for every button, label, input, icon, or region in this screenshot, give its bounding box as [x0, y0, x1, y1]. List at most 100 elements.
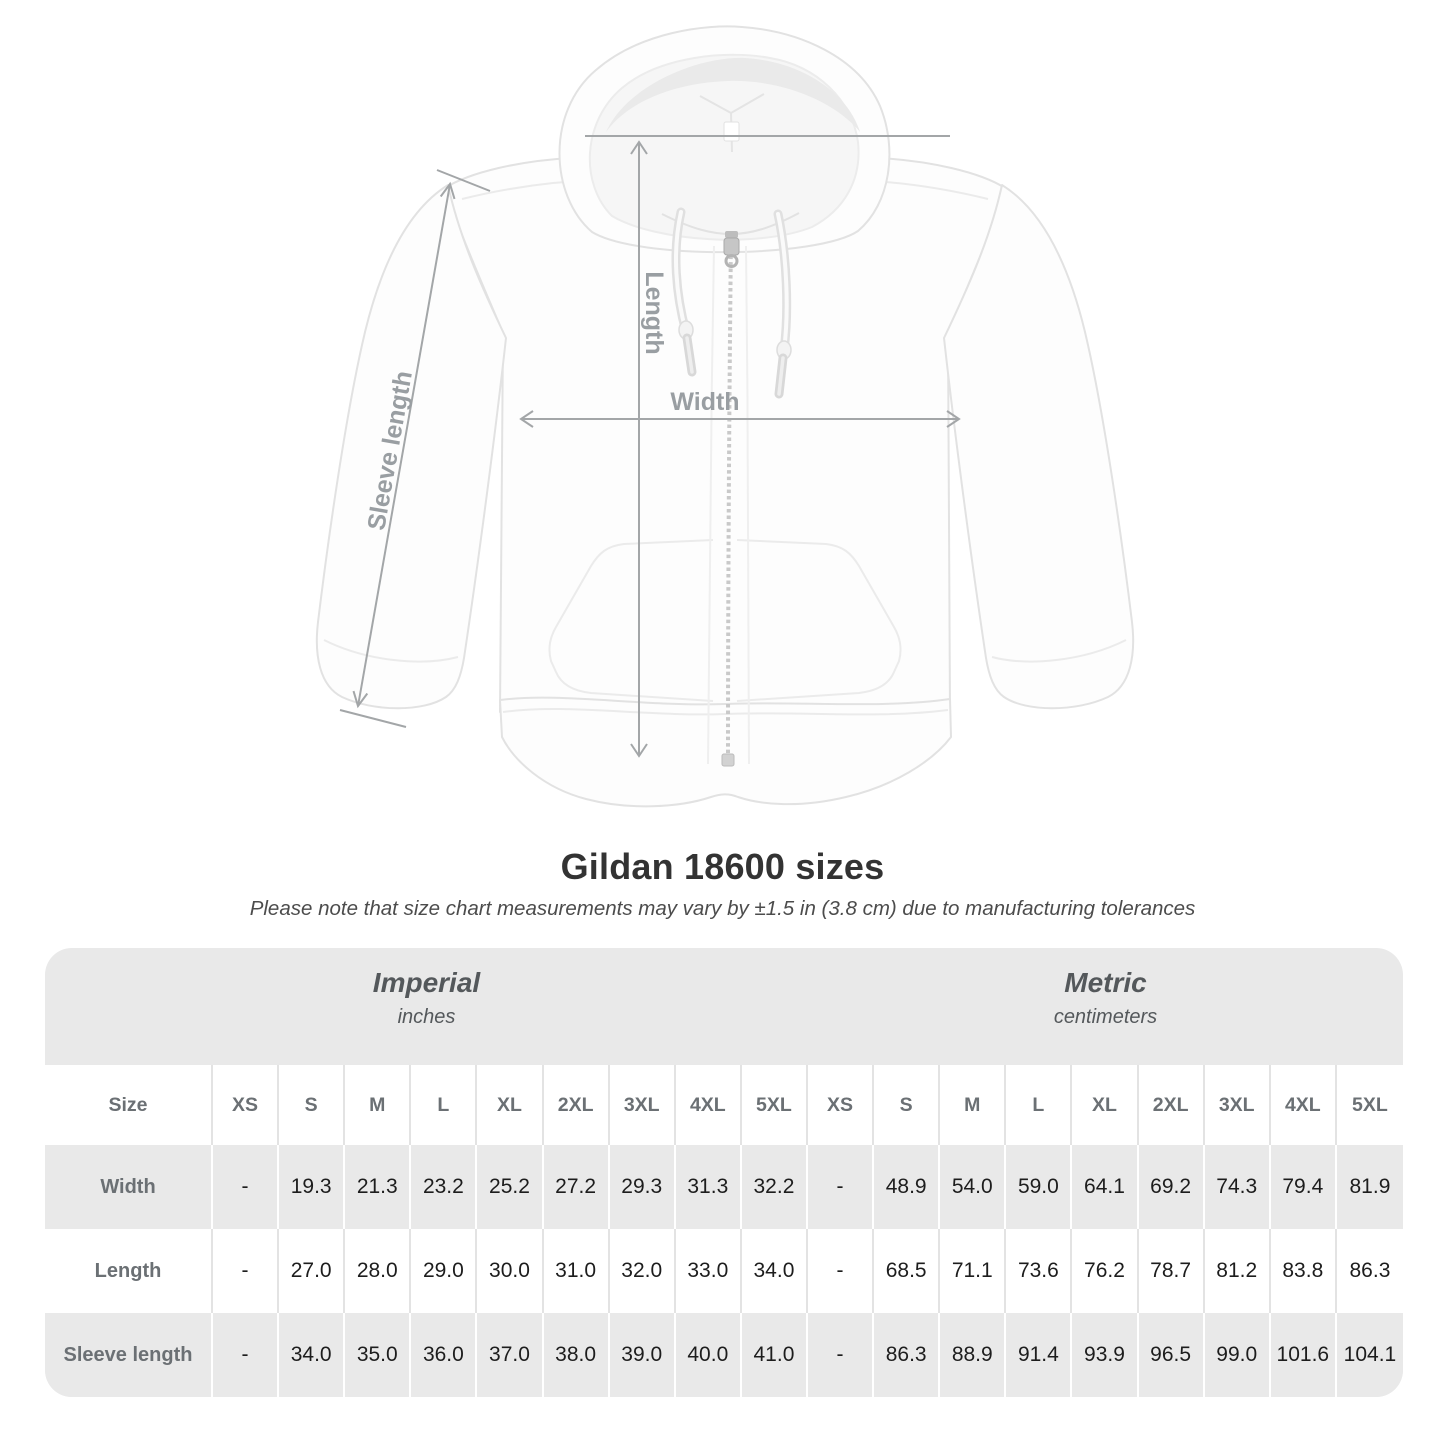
left-sleeve [315, 184, 507, 710]
size-column-header: 3XL [1204, 1065, 1271, 1145]
size-value-cell: 27.0 [279, 1229, 346, 1313]
arrowhead-icon [946, 410, 961, 428]
row-label: Width [45, 1145, 213, 1229]
size-value-cell: 31.0 [543, 1229, 610, 1313]
size-value-cell: - [808, 1313, 875, 1397]
arrowhead-icon [630, 140, 648, 155]
size-value-cell: 78.7 [1138, 1229, 1205, 1313]
right-sleeve [943, 184, 1135, 710]
size-column-header: XL [477, 1065, 544, 1145]
sleeve-length-arrow [357, 183, 451, 707]
size-value-cell: 31.3 [675, 1145, 742, 1229]
size-value-cell: 91.4 [1006, 1313, 1073, 1397]
size-value-cell: - [808, 1145, 875, 1229]
size-column-header: 5XL [1336, 1065, 1403, 1145]
size-column-header: XS [213, 1065, 280, 1145]
right-pocket-seam [736, 539, 902, 702]
size-column-header: M [345, 1065, 412, 1145]
arrowhead-icon [352, 690, 369, 709]
size-value-cell: 36.0 [411, 1313, 478, 1397]
size-value-cell: 76.2 [1072, 1229, 1139, 1313]
size-value-cell: 40.0 [675, 1313, 742, 1397]
size-column-header: S [279, 1065, 346, 1145]
size-column-header: XL [1072, 1065, 1139, 1145]
zipper [707, 231, 750, 767]
hood [558, 25, 891, 254]
left-cuff-seam [323, 639, 459, 663]
size-corner-header: Size [45, 1065, 213, 1145]
size-value-cell: 27.2 [543, 1145, 610, 1229]
size-value-cell: 37.0 [477, 1313, 544, 1397]
size-value-cell: 83.8 [1270, 1229, 1337, 1313]
page-title: Gildan 18600 sizes [560, 846, 885, 887]
row-label: Sleeve length [45, 1313, 213, 1397]
size-value-cell: 79.4 [1270, 1145, 1337, 1229]
size-column-header: 4XL [675, 1065, 742, 1145]
size-value-cell: 74.3 [1204, 1145, 1271, 1229]
size-value-cell: - [213, 1145, 280, 1229]
size-value-cell: - [808, 1229, 875, 1313]
size-value-cell: 88.9 [940, 1313, 1007, 1397]
size-value-cell: 104.1 [1336, 1313, 1403, 1397]
size-value-cell: 29.3 [609, 1145, 676, 1229]
size-value-cell: 99.0 [1204, 1313, 1271, 1397]
size-value-cell: 41.0 [741, 1313, 808, 1397]
size-value-cell: 32.0 [609, 1229, 676, 1313]
size-value-cell: 30.0 [477, 1229, 544, 1313]
size-value-cell: 34.0 [741, 1229, 808, 1313]
size-column-header: 2XL [543, 1065, 610, 1145]
imperial-unit-label: inches [397, 1006, 456, 1028]
right-cuff-seam [991, 639, 1127, 663]
size-value-cell: 64.1 [1072, 1145, 1139, 1229]
unit-group-header: Imperial inches Metric centimeters [45, 948, 1403, 1065]
metric-unit-label: centimeters [1053, 1006, 1158, 1028]
cuff-tick-line [339, 709, 407, 728]
size-value-cell: 21.3 [345, 1145, 412, 1229]
size-value-cell: 48.9 [874, 1145, 941, 1229]
size-value-cell: 69.2 [1138, 1145, 1205, 1229]
size-value-cell: 35.0 [345, 1313, 412, 1397]
size-chart-table: Imperial inches Metric centimeters Size X… [45, 948, 1403, 1397]
metric-label: Metric [1064, 967, 1147, 998]
size-column-header: L [1006, 1065, 1073, 1145]
size-column-header: 2XL [1138, 1065, 1205, 1145]
width-measure-label: Width [670, 388, 739, 416]
arrowhead-icon [630, 743, 648, 758]
imperial-group-header: Imperial inches [45, 948, 808, 1065]
size-value-cell: 101.6 [1270, 1313, 1337, 1397]
left-pocket-seam [548, 539, 714, 702]
size-column-header: 4XL [1270, 1065, 1337, 1145]
size-value-cell: 68.5 [874, 1229, 941, 1313]
size-column-header: XS [808, 1065, 875, 1145]
arrowhead-icon [519, 410, 534, 428]
zipper-pull-ring [724, 254, 739, 268]
size-value-cell: 71.1 [940, 1229, 1007, 1313]
zipper-slider [723, 237, 740, 256]
size-value-cell: 54.0 [940, 1145, 1007, 1229]
hoodie-illustration: Length Width Sleeve length [315, 25, 1135, 808]
size-value-cell: 38.0 [543, 1313, 610, 1397]
hoodie-sleeves [315, 184, 1135, 710]
size-value-cell: 25.2 [477, 1145, 544, 1229]
zipper-bottom-stop [721, 753, 735, 767]
arrowhead-icon [439, 181, 456, 200]
size-value-cell: 81.2 [1204, 1229, 1271, 1313]
size-value-cell: 93.9 [1072, 1313, 1139, 1397]
hoodie-hem-band [499, 696, 952, 808]
measurement-annotations [339, 135, 961, 758]
size-column-header: L [411, 1065, 478, 1145]
metric-group-header: Metric centimeters [808, 948, 1403, 1065]
row-label: Length [45, 1229, 213, 1313]
size-value-cell: 81.9 [1336, 1145, 1403, 1229]
size-column-header: M [940, 1065, 1007, 1145]
size-value-cell: 86.3 [874, 1313, 941, 1397]
size-column-header: S [874, 1065, 941, 1145]
size-value-cell: 28.0 [345, 1229, 412, 1313]
size-column-header: 3XL [609, 1065, 676, 1145]
size-value-cell: - [213, 1313, 280, 1397]
size-value-cell: 73.6 [1006, 1229, 1073, 1313]
size-value-cell: 19.3 [279, 1145, 346, 1229]
size-value-cell: 33.0 [675, 1229, 742, 1313]
drawstrings [671, 207, 792, 399]
